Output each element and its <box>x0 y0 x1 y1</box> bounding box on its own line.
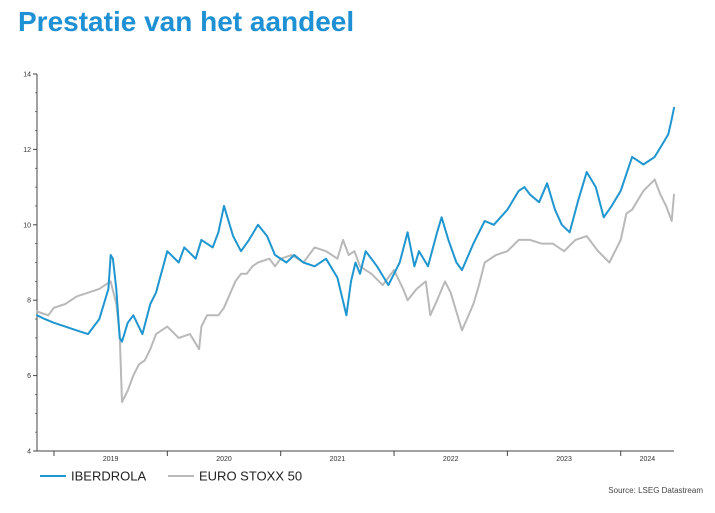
chart-legend: IBERDROLA EURO STOXX 50 <box>40 469 302 484</box>
x-tick-label: 2023 <box>556 456 572 463</box>
x-tick-label: 2020 <box>216 456 232 463</box>
x-tick-label: 2024 <box>640 456 656 463</box>
y-tick-label: 12 <box>23 147 31 154</box>
source-note: Source: LSEG Datastream <box>608 486 703 495</box>
legend-label: EURO STOXX 50 <box>199 469 302 484</box>
y-tick-label: 4 <box>27 449 31 456</box>
y-tick-label: 10 <box>23 222 31 229</box>
series-line-iberdrola <box>36 106 675 343</box>
y-tick-label: 6 <box>27 373 31 380</box>
chart-axes: 4 6 8 10 12 14 2019 2020 2021 2022 2023 2024 <box>23 72 674 463</box>
x-tick-label: 2021 <box>330 456 346 463</box>
page-title: Prestatie van het aandeel <box>18 6 355 37</box>
x-tick-label: 2019 <box>103 456 119 463</box>
series-line-euro-stoxx-50 <box>36 178 675 403</box>
y-tick-label: 14 <box>23 72 31 79</box>
series-layer <box>36 106 675 403</box>
y-tick-label: 8 <box>27 298 31 305</box>
x-tick-label: 2022 <box>443 456 459 463</box>
legend-label: IBERDROLA <box>71 469 146 484</box>
